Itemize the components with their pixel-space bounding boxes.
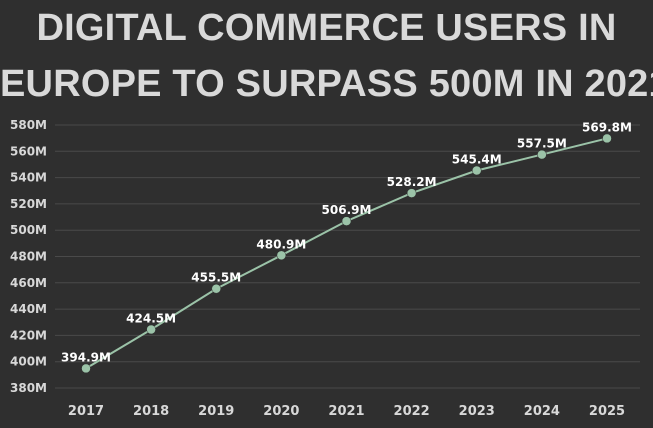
x-tick-label: 2021: [328, 404, 364, 419]
data-point: [537, 149, 547, 160]
x-tick-label: 2023: [459, 404, 495, 419]
y-tick-label: 540M: [10, 171, 47, 185]
data-point: [602, 133, 612, 144]
series-line-group: [81, 133, 612, 374]
data-labels: 394.9M 424.5M 455.5M 480.9M 506.9M 528.2M 545.…: [61, 120, 632, 364]
y-tick-label: 420M: [10, 328, 47, 342]
y-tick-label: 440M: [10, 302, 47, 316]
y-tick-label: 480M: [10, 250, 47, 264]
data-point: [472, 165, 482, 176]
x-tick-label: 2018: [133, 404, 169, 419]
y-tick-label: 520M: [10, 197, 47, 211]
x-tick-label: 2019: [198, 404, 234, 419]
x-tick-label: 2024: [524, 404, 560, 419]
chart-title-line-1: DIGITAL COMMERCE USERS IN: [36, 7, 617, 49]
data-label: 506.9M: [322, 203, 372, 217]
series-line: [85, 137, 608, 370]
data-label: 545.4M: [452, 152, 502, 166]
data-label: 557.5M: [517, 137, 567, 151]
x-tick-label: 2017: [68, 404, 104, 419]
data-point: [276, 250, 287, 261]
x-tick-label: 2020: [263, 404, 299, 419]
data-point: [81, 363, 91, 374]
data-point: [146, 324, 156, 335]
data-point: [211, 283, 221, 294]
y-tick-label: 500M: [10, 223, 47, 237]
x-tick-label: 2025: [589, 404, 625, 419]
data-label: 424.5M: [126, 311, 176, 325]
chart-title-line-2: EUROPE TO SURPASS 500M IN 2021: [0, 63, 653, 105]
data-label: 569.8M: [582, 120, 632, 134]
x-tick-label: 2022: [394, 404, 430, 419]
data-label: 528.2M: [387, 175, 437, 189]
data-label: 394.9M: [61, 350, 111, 364]
data-label: 480.9M: [256, 237, 306, 251]
y-tick-label: 580M: [10, 118, 47, 132]
data-label: 455.5M: [191, 271, 241, 285]
gridlines: [55, 124, 640, 389]
chart-title: DIGITAL COMMERCE USERS IN EUROPE TO SURP…: [0, 0, 653, 112]
y-tick-label: 380M: [10, 381, 47, 395]
y-tick-label: 560M: [10, 144, 47, 158]
x-axis-ticks: 2017 2018 2019 2020 2021 2022 2023 2024 2025: [68, 404, 625, 419]
y-tick-label: 460M: [10, 276, 47, 290]
data-point: [341, 216, 352, 226]
y-tick-label: 400M: [10, 355, 47, 369]
data-point: [406, 188, 417, 198]
y-axis-ticks: 380M 400M 420M 440M 460M 480M 500M 520M 540M 560M…: [10, 118, 47, 395]
